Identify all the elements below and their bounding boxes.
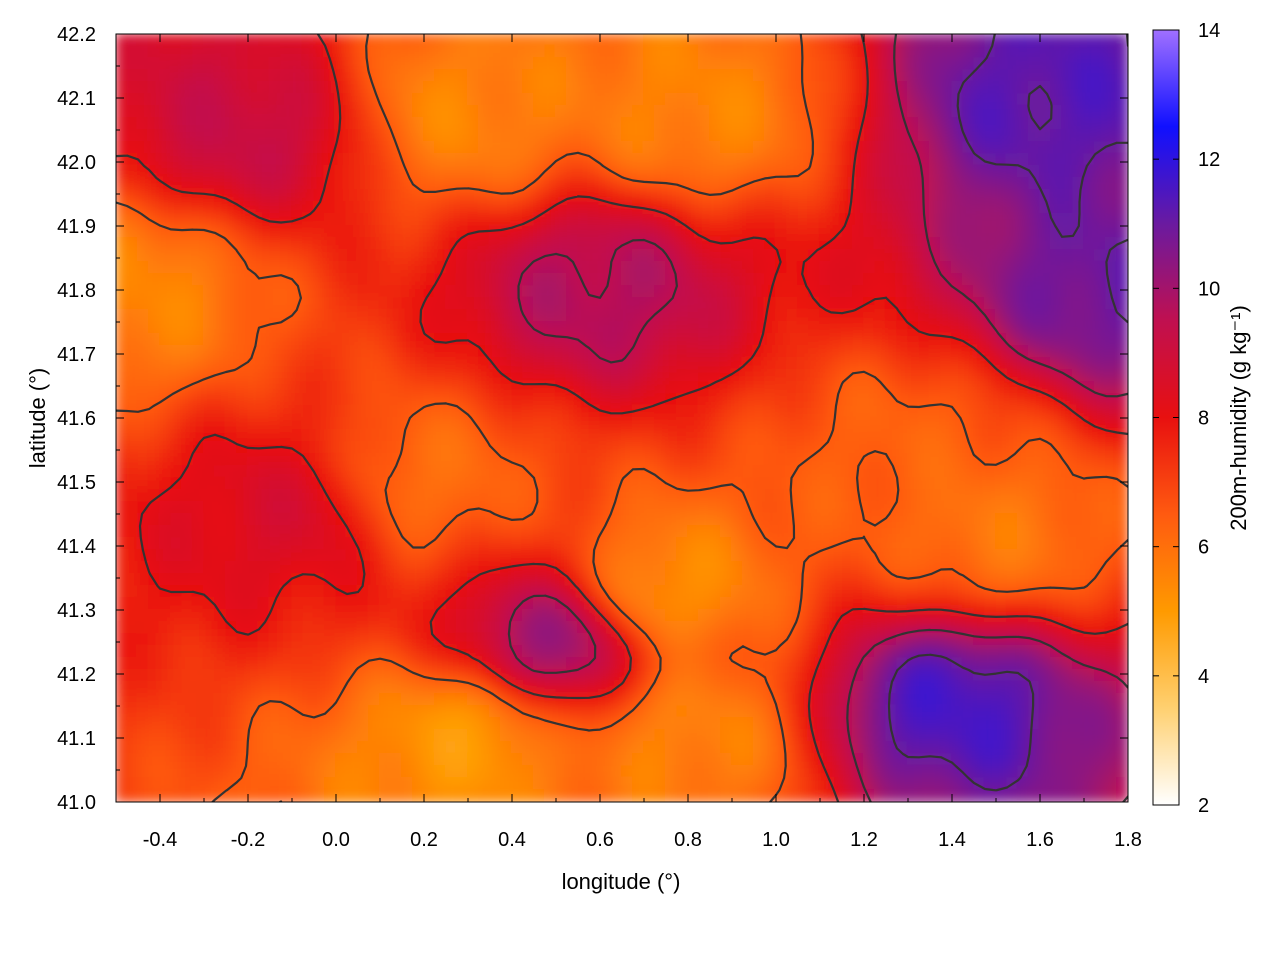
y-tick-label: 42.2 xyxy=(57,24,96,46)
x-tick-label: -0.2 xyxy=(231,829,265,851)
x-tick-label: 0.2 xyxy=(410,829,438,851)
colorbar: 2 4 6 8 10 12 14 200m-humidity (g kg⁻¹) xyxy=(1153,20,1251,817)
colorbar-tick-label: 12 xyxy=(1198,149,1220,171)
y-tick-label: 41.5 xyxy=(57,472,96,494)
x-tick-label: 0.0 xyxy=(322,829,350,851)
x-tick-label: -0.4 xyxy=(143,829,177,851)
y-tick-label: 41.7 xyxy=(57,344,96,366)
colorbar-tick-label: 2 xyxy=(1198,795,1209,817)
heatmap-image xyxy=(115,33,1129,803)
y-tick-label: 41.3 xyxy=(57,600,96,622)
colorbar-tick-label: 14 xyxy=(1198,20,1220,42)
x-axis-label: longitude (°) xyxy=(562,869,681,894)
y-tick-label: 41.9 xyxy=(57,216,96,238)
y-tick-label: 41.8 xyxy=(57,280,96,302)
x-tick-label: 1.6 xyxy=(1026,829,1054,851)
y-tick-label: 42.1 xyxy=(57,88,96,110)
colorbar-tick-label: 4 xyxy=(1198,666,1209,688)
y-tick-label: 41.6 xyxy=(57,408,96,430)
y-tick-label: 41.0 xyxy=(57,792,96,814)
x-tick-label: 1.2 xyxy=(850,829,878,851)
colorbar-tick-label: 6 xyxy=(1198,537,1209,559)
colorbar-label: 200m-humidity (g kg⁻¹) xyxy=(1226,305,1251,531)
y-tick-label: 42.0 xyxy=(57,152,96,174)
colorbar-tick-label: 10 xyxy=(1198,278,1220,300)
x-tick-label: 1.0 xyxy=(762,829,790,851)
y-tick-label: 41.4 xyxy=(57,536,96,558)
x-tick-label: 0.6 xyxy=(586,829,614,851)
x-tick-label: 0.8 xyxy=(674,829,702,851)
y-tick-label: 41.1 xyxy=(57,728,96,750)
y-tick-label: 41.2 xyxy=(57,664,96,686)
x-tick-label: 1.8 xyxy=(1114,829,1142,851)
y-axis-label: latitude (°) xyxy=(25,368,50,469)
x-tick-label: 0.4 xyxy=(498,829,526,851)
colorbar-tick-label: 8 xyxy=(1198,408,1209,430)
x-tick-label: 1.4 xyxy=(938,829,966,851)
